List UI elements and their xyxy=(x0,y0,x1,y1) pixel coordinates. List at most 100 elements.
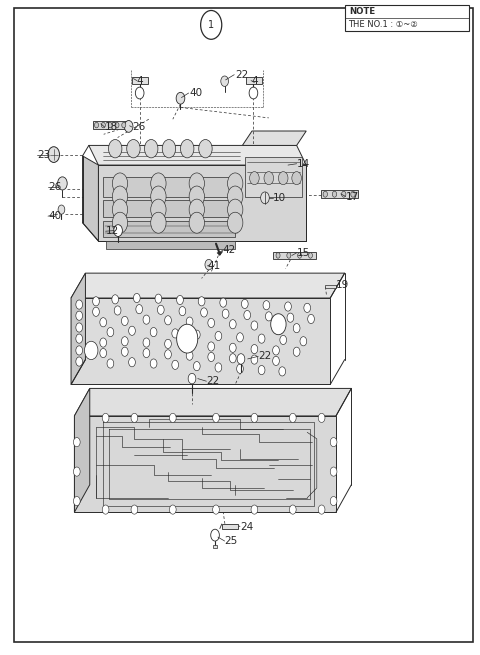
Circle shape xyxy=(332,191,336,197)
Circle shape xyxy=(143,348,150,358)
Circle shape xyxy=(177,295,183,305)
Circle shape xyxy=(144,140,158,158)
Circle shape xyxy=(122,122,126,128)
Circle shape xyxy=(151,173,166,194)
Circle shape xyxy=(229,354,236,363)
Circle shape xyxy=(100,348,107,358)
Circle shape xyxy=(108,122,112,128)
Circle shape xyxy=(135,87,144,99)
Circle shape xyxy=(251,345,258,354)
Circle shape xyxy=(186,341,193,350)
Circle shape xyxy=(121,316,128,326)
Polygon shape xyxy=(74,388,90,512)
FancyBboxPatch shape xyxy=(273,252,316,259)
Circle shape xyxy=(102,505,109,514)
Circle shape xyxy=(131,413,138,422)
Circle shape xyxy=(100,318,107,327)
Circle shape xyxy=(169,505,176,514)
FancyBboxPatch shape xyxy=(321,190,358,198)
Circle shape xyxy=(155,294,162,303)
Circle shape xyxy=(189,186,204,207)
Circle shape xyxy=(215,331,222,341)
Circle shape xyxy=(133,293,140,303)
Circle shape xyxy=(73,496,80,506)
Polygon shape xyxy=(213,545,217,548)
Text: 1: 1 xyxy=(208,20,214,30)
Circle shape xyxy=(151,199,166,220)
Circle shape xyxy=(107,328,114,337)
Circle shape xyxy=(189,173,204,194)
Circle shape xyxy=(280,335,287,345)
Circle shape xyxy=(157,305,164,314)
Circle shape xyxy=(251,413,258,422)
Circle shape xyxy=(124,121,133,132)
Circle shape xyxy=(193,362,200,371)
Circle shape xyxy=(101,122,105,128)
Text: 22: 22 xyxy=(206,376,220,386)
Text: 17: 17 xyxy=(346,191,359,202)
Circle shape xyxy=(258,334,265,343)
Circle shape xyxy=(250,172,259,185)
Polygon shape xyxy=(71,273,345,298)
Circle shape xyxy=(143,315,150,324)
Circle shape xyxy=(188,373,196,384)
Circle shape xyxy=(58,205,65,214)
Circle shape xyxy=(150,328,157,337)
Circle shape xyxy=(220,298,227,307)
Circle shape xyxy=(121,337,128,346)
Polygon shape xyxy=(222,524,238,529)
Circle shape xyxy=(241,299,248,309)
Text: 22: 22 xyxy=(258,351,272,362)
Circle shape xyxy=(115,122,119,128)
Circle shape xyxy=(289,413,296,422)
Circle shape xyxy=(351,191,355,197)
Circle shape xyxy=(186,351,193,360)
Circle shape xyxy=(129,326,135,335)
Circle shape xyxy=(237,364,243,373)
Circle shape xyxy=(151,212,166,233)
Circle shape xyxy=(169,413,176,422)
Polygon shape xyxy=(83,156,98,241)
Text: NOTE: NOTE xyxy=(349,7,375,16)
Circle shape xyxy=(162,140,176,158)
Text: 22: 22 xyxy=(235,69,249,80)
Circle shape xyxy=(211,529,219,541)
Circle shape xyxy=(100,338,107,347)
Circle shape xyxy=(213,505,219,514)
Circle shape xyxy=(93,297,99,306)
Circle shape xyxy=(278,172,288,185)
Circle shape xyxy=(112,212,128,233)
Circle shape xyxy=(114,225,122,236)
Circle shape xyxy=(330,467,337,476)
Circle shape xyxy=(304,303,311,312)
Circle shape xyxy=(112,199,128,220)
Circle shape xyxy=(186,317,193,326)
Circle shape xyxy=(300,337,307,346)
Circle shape xyxy=(165,316,171,325)
Circle shape xyxy=(318,505,325,514)
Polygon shape xyxy=(103,177,235,196)
Circle shape xyxy=(273,356,279,365)
Circle shape xyxy=(261,192,269,204)
Circle shape xyxy=(151,186,166,207)
Circle shape xyxy=(273,346,279,355)
Polygon shape xyxy=(217,252,223,255)
Circle shape xyxy=(213,413,219,422)
Circle shape xyxy=(229,320,236,329)
FancyBboxPatch shape xyxy=(345,5,469,31)
Circle shape xyxy=(215,363,222,372)
Circle shape xyxy=(48,147,60,162)
Circle shape xyxy=(276,253,280,258)
Text: 15: 15 xyxy=(297,248,310,258)
Text: THE NO.1 : ①~②: THE NO.1 : ①~② xyxy=(348,20,418,29)
Circle shape xyxy=(292,172,301,185)
Circle shape xyxy=(136,305,143,314)
Circle shape xyxy=(112,173,128,194)
Text: 10: 10 xyxy=(273,193,286,203)
Circle shape xyxy=(271,314,286,335)
Circle shape xyxy=(201,10,222,39)
Circle shape xyxy=(58,177,67,190)
Circle shape xyxy=(289,505,296,514)
Circle shape xyxy=(205,259,213,270)
Circle shape xyxy=(143,338,150,347)
